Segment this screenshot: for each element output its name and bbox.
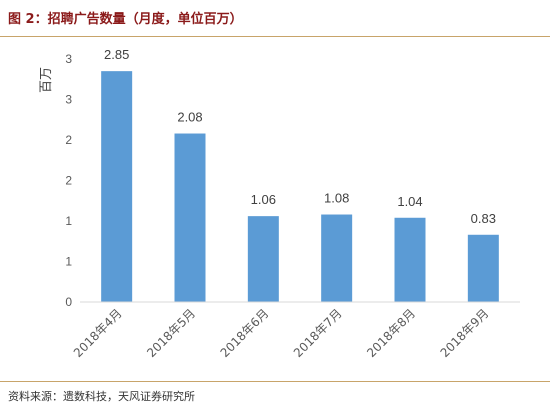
x-tick-label: 2018年4月 — [71, 306, 125, 360]
x-tick-label: 2018年6月 — [218, 306, 272, 360]
bar-4 — [321, 214, 353, 302]
bar-3 — [247, 216, 279, 302]
top-divider — [0, 36, 550, 37]
y-tick-label: 2 — [65, 133, 72, 147]
data-label: 1.08 — [324, 191, 349, 206]
y-tick-label: 1 — [65, 255, 72, 269]
chart-title: 图 2：招聘广告数量（月度，单位百万） — [8, 12, 243, 27]
bar-1 — [101, 71, 133, 303]
bottom-divider — [0, 381, 550, 382]
y-axis-label: 百万 — [39, 67, 54, 93]
x-tick-label: 2018年9月 — [438, 306, 492, 360]
y-tick-label: 3 — [65, 93, 72, 107]
y-tick-label: 2 — [65, 174, 72, 188]
data-label: 2.85 — [104, 47, 129, 62]
y-tick-label: 1 — [65, 214, 72, 228]
data-label: 1.04 — [397, 194, 422, 209]
data-label: 0.83 — [471, 211, 496, 226]
data-label: 2.08 — [177, 110, 202, 125]
x-tick-label: 2018年7月 — [291, 306, 345, 360]
bar-2 — [174, 133, 206, 302]
data-label: 1.06 — [251, 192, 276, 207]
bar-5 — [394, 217, 426, 302]
source-note: 资料来源：遗数科技，天风证券研究所 — [8, 390, 195, 403]
x-tick-label: 2018年8月 — [364, 306, 418, 360]
bar-6 — [467, 234, 499, 302]
y-tick-label: 3 — [65, 52, 72, 66]
x-tick-label: 2018年5月 — [144, 306, 198, 360]
y-tick-label: 0 — [65, 295, 72, 309]
